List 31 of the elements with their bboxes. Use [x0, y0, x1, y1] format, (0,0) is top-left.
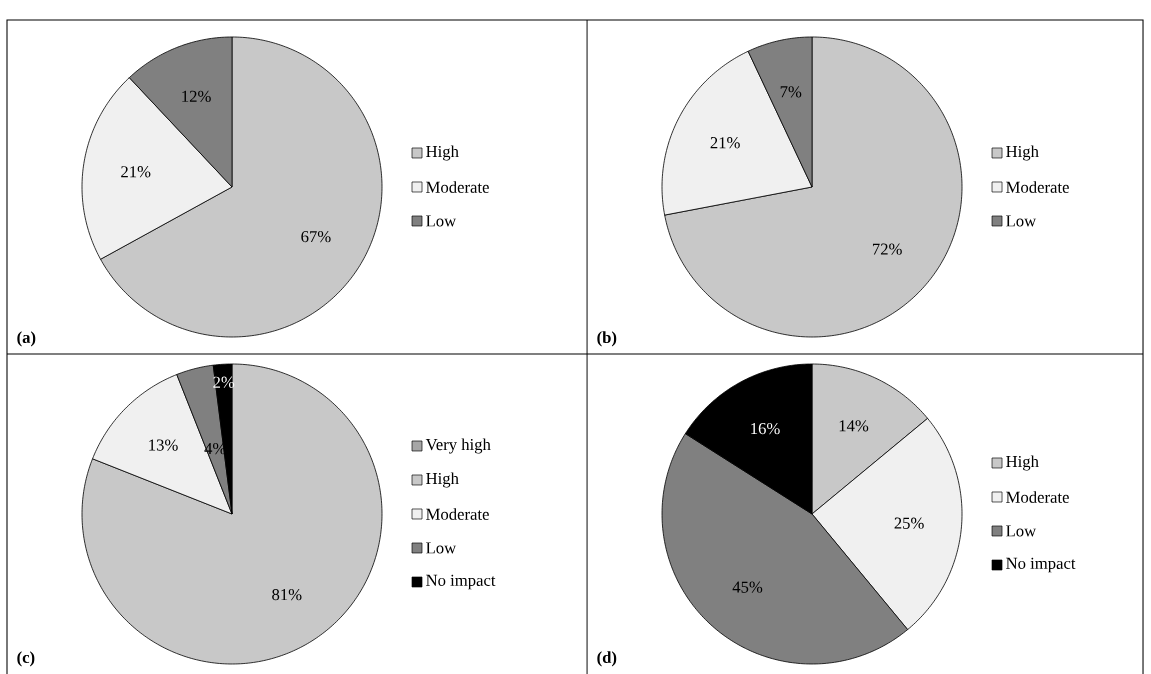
- data-label: 67%: [301, 230, 331, 243]
- data-label: 72%: [872, 243, 902, 255]
- data-label: 7%: [780, 86, 802, 98]
- legend-label: Moderate: [426, 508, 489, 520]
- legend-label: Low: [426, 215, 457, 227]
- text: (b): [597, 331, 617, 347]
- data-label: 13%: [149, 439, 178, 451]
- text: (c): [17, 651, 35, 667]
- data-label: 25%: [894, 517, 924, 529]
- data-label: 21%: [121, 166, 151, 178]
- data-label: 12%: [182, 90, 211, 102]
- legend-label: No impact: [426, 574, 496, 590]
- legend-label: Very high: [425, 438, 491, 454]
- data-label: 81%: [272, 588, 302, 601]
- data-label: 21%: [710, 137, 740, 149]
- legend-label: Low: [1006, 215, 1037, 227]
- text: (a): [17, 331, 36, 347]
- data-label: 45%: [732, 581, 763, 593]
- legend-label: Moderate: [1006, 181, 1069, 193]
- legend-label: Low: [1006, 525, 1037, 537]
- legend-label: High: [426, 472, 459, 488]
- data-label: 14%: [839, 420, 869, 432]
- legend-label: Moderate: [426, 181, 489, 193]
- legend-label: Low: [426, 542, 457, 554]
- data-label: 16%: [751, 422, 780, 435]
- legend-label: High: [426, 145, 459, 161]
- legend-label: High: [1006, 145, 1039, 161]
- legend-label: No impact: [1006, 557, 1076, 573]
- legend-label: Moderate: [1006, 491, 1069, 503]
- text: (d): [597, 651, 617, 667]
- legend-label: High: [1006, 455, 1039, 471]
